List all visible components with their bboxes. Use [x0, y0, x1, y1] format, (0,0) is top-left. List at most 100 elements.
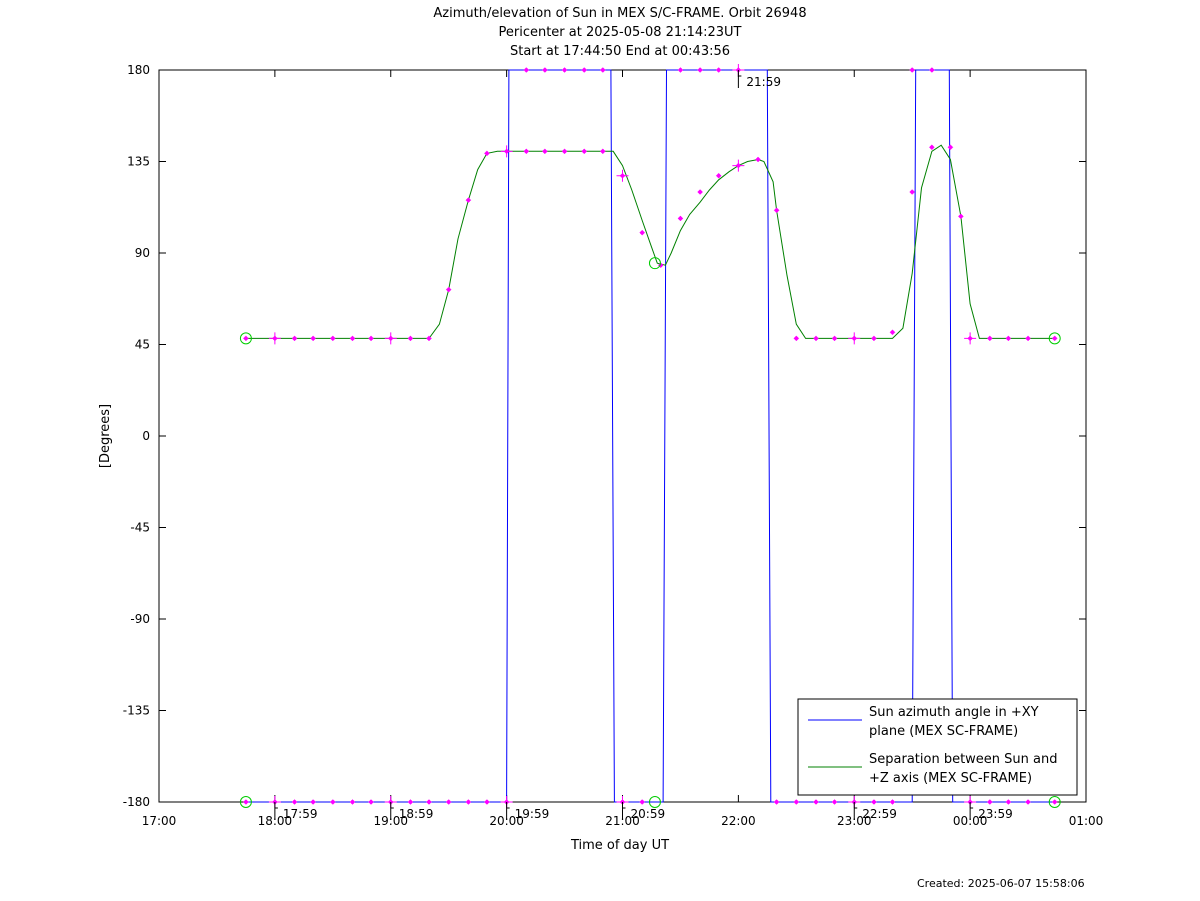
data-point-marker — [773, 799, 780, 805]
data-point-marker — [929, 144, 935, 151]
legend: Sun azimuth angle in +XY plane (MEX SC-FR… — [797, 698, 1078, 796]
y-tick-label: -45 — [130, 521, 150, 535]
time-annotation-label: 22:59 — [862, 807, 897, 821]
hour-cross-marker — [384, 332, 397, 345]
x-tick-label: 19:00 — [373, 814, 408, 828]
data-point-marker — [1025, 799, 1031, 805]
x-tick-label: 17:00 — [142, 814, 177, 828]
data-point-marker — [465, 197, 472, 203]
data-point-marker — [1051, 335, 1058, 342]
time-annotation-label: 23:59 — [978, 807, 1013, 821]
data-point-marker — [1005, 335, 1012, 342]
data-point-marker — [697, 67, 703, 73]
data-point-marker — [349, 335, 356, 342]
data-point-marker — [947, 144, 954, 151]
data-point-marker — [329, 799, 336, 805]
data-point-marker — [599, 148, 606, 155]
x-tick-label: 18:00 — [258, 814, 293, 828]
data-point-marker — [243, 799, 249, 805]
y-tick-label: -90 — [130, 612, 150, 626]
y-tick-label: 135 — [127, 155, 150, 169]
data-point-marker — [426, 799, 432, 805]
hour-cross-marker — [964, 332, 977, 345]
data-point-marker — [755, 156, 761, 163]
data-point-marker — [310, 335, 316, 342]
y-axis-label: [Degrees] — [98, 404, 113, 468]
data-point-marker — [1051, 799, 1058, 805]
data-point-marker — [1025, 335, 1031, 342]
time-annotation-tick — [506, 802, 510, 820]
data-point-marker — [561, 148, 568, 155]
data-point-marker — [715, 172, 722, 179]
data-point-marker — [368, 335, 374, 342]
time-annotation-label: 18:59 — [399, 807, 434, 821]
title-line-2: Pericenter at 2025-05-08 21:14:23UT — [498, 25, 741, 40]
time-annotation-tick — [390, 802, 394, 820]
data-point-marker — [291, 799, 298, 805]
y-tick-label: 45 — [135, 338, 150, 352]
data-point-marker — [793, 335, 800, 342]
data-point-marker — [929, 67, 935, 73]
data-point-marker — [889, 329, 896, 336]
x-tick-label: 23:00 — [837, 814, 872, 828]
time-annotation-label: 20:59 — [631, 807, 666, 821]
data-point-marker — [561, 67, 568, 73]
data-point-marker — [599, 67, 606, 73]
x-tick-label: 20:00 — [489, 814, 524, 828]
data-point-marker — [677, 215, 684, 222]
data-point-marker — [484, 150, 490, 157]
hour-cross-marker — [500, 145, 513, 158]
event-circle-marker — [1048, 796, 1061, 808]
time-annotation-label: 17:59 — [283, 807, 318, 821]
time-annotations: 17:59 18:59 19:59 20:59 21:59 22:59 23:59 — [274, 70, 1013, 821]
data-point-marker — [871, 799, 877, 805]
series-line-2 — [245, 144, 1055, 339]
data-point-marker — [831, 799, 838, 805]
data-point-marker — [1005, 799, 1012, 805]
data-point-marker — [329, 335, 336, 342]
legend-label-1: plane (MEX SC-FRAME) — [869, 724, 1018, 739]
series-line-1 — [245, 69, 1055, 803]
legend-label-1: Sun azimuth angle in +XY — [869, 705, 1039, 720]
event-circle-marker — [648, 257, 661, 270]
legend-box — [797, 698, 1078, 796]
data-point-marker — [958, 213, 964, 220]
data-point-marker — [909, 67, 916, 73]
data-point-marker — [813, 799, 819, 805]
x-tick-label: 00:00 — [953, 814, 988, 828]
time-annotation-tick — [274, 802, 278, 820]
data-point-marker — [445, 799, 452, 805]
data-point-marker — [715, 67, 722, 73]
hour-cross-marker — [268, 332, 281, 345]
event-circle-marker — [239, 796, 252, 808]
data-point-marker — [445, 286, 452, 293]
data-point-marker — [407, 335, 414, 342]
data-point-marker — [291, 335, 298, 342]
data-point-marker — [581, 67, 588, 73]
data-point-marker — [426, 335, 432, 342]
title-line-1: Azimuth/elevation of Sun in MEX S/C-FRAM… — [433, 6, 806, 21]
y-tick-label: -135 — [123, 704, 150, 718]
data-point-marker — [523, 67, 530, 73]
series-group — [245, 69, 1055, 803]
data-point-marker — [813, 335, 819, 342]
data-point-marker — [773, 207, 780, 214]
data-point-marker — [677, 67, 684, 73]
event-circle-marker — [239, 332, 252, 345]
data-point-marker — [368, 799, 374, 805]
event-circle-marker — [1048, 332, 1061, 345]
time-annotation-tick — [622, 802, 626, 820]
x-axis: 17:00 18:00 19:00 20:00 21:00 22:00 23:00 00:00… — [142, 70, 1103, 828]
time-annotation-label: 19:59 — [515, 807, 550, 821]
data-point-marker — [310, 799, 316, 805]
time-annotation-tick — [853, 802, 858, 820]
data-point-marker — [581, 148, 588, 155]
data-point-marker — [986, 799, 993, 805]
data-point-marker — [639, 229, 646, 236]
x-axis-label: Time of day UT — [570, 838, 669, 853]
hour-cross-marker — [732, 159, 745, 172]
data-point-marker — [542, 148, 548, 155]
time-annotation-label: 21:59 — [746, 75, 781, 89]
legend-label-2: +Z axis (MEX SC-FRAME) — [869, 771, 1032, 786]
